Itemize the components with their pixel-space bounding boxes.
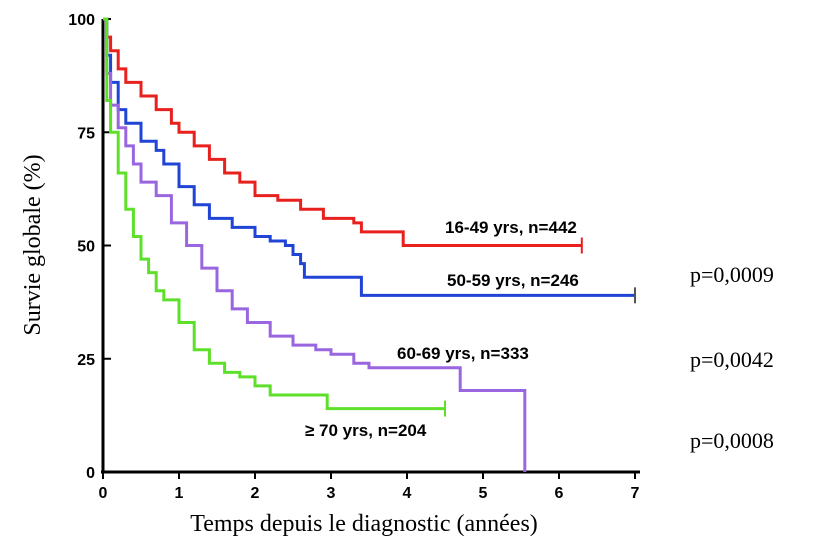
p-value-3: p=0,0008 [690, 428, 774, 453]
survival-curve-1 [103, 17, 635, 297]
survival-curve-2 [103, 17, 527, 472]
series-layer [103, 17, 636, 472]
y-tick-label: 50 [77, 239, 95, 256]
series-label-70-plus: ≥ 70 yrs, n=204 [305, 421, 427, 440]
x-axis-title: Temps depuis le diagnostic (années) [190, 511, 538, 537]
x-tick-label: 4 [403, 485, 412, 502]
x-tick-label: 0 [99, 485, 108, 502]
survival-curve-0 [103, 17, 582, 247]
survival-curve-3 [103, 17, 445, 411]
series-label-50-59: 50-59 yrs, n=246 [447, 271, 579, 290]
series-label-16-49: 16-49 yrs, n=442 [445, 218, 577, 237]
y-tick-label: 100 [68, 12, 95, 29]
y-tick-label: 0 [86, 465, 95, 482]
y-tick-label: 25 [77, 352, 95, 369]
y-axis-title: Survie globale (%) [20, 154, 46, 335]
p-value-1: p=0,0009 [690, 262, 774, 287]
series-label-60-69: 60-69 yrs, n=333 [397, 344, 529, 363]
x-tick-label: 2 [251, 485, 260, 502]
x-tick-label: 6 [555, 485, 564, 502]
x-tick-label: 5 [479, 485, 488, 502]
x-tick-label: 7 [631, 485, 640, 502]
p-value-2: p=0,0042 [690, 347, 774, 372]
axis-ticks: 0 1 2 3 4 5 6 7 0 25 50 75 100 [68, 12, 639, 502]
x-tick-label: 3 [327, 485, 336, 502]
y-tick-label: 75 [77, 125, 95, 142]
x-tick-label: 1 [175, 485, 184, 502]
